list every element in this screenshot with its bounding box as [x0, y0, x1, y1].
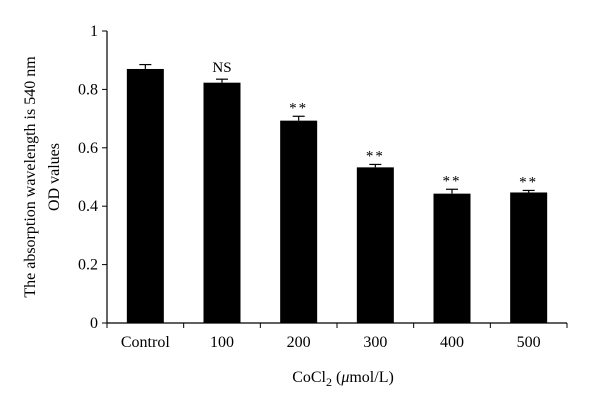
- x-axis-title-prefix: CoCl: [292, 369, 326, 386]
- ns-label: NS: [212, 60, 231, 76]
- bar: [126, 68, 164, 324]
- x-tick-label: 500: [517, 334, 541, 351]
- bar: [433, 193, 471, 323]
- significance-label: **: [443, 173, 462, 189]
- y-tick-label: 0.8: [78, 81, 98, 98]
- y-tick-label: 0: [90, 315, 98, 332]
- significance-label: **: [519, 174, 538, 190]
- x-axis-title-paren: (: [332, 369, 341, 386]
- y-tick-label: 0.6: [78, 140, 98, 157]
- bar: [510, 192, 548, 323]
- x-tick-label: 100: [210, 334, 234, 351]
- x-axis-title-subscript: 2: [326, 375, 332, 389]
- bar: [203, 82, 241, 324]
- y-tick-label: 0.4: [78, 198, 98, 215]
- x-axis-title-unit: mol/L): [349, 369, 393, 386]
- x-axis-title: CoCl2 (μmol/L): [292, 369, 394, 389]
- x-tick-label: Control: [121, 334, 170, 351]
- significance-label: **: [289, 100, 308, 116]
- y-tick-label: 0.2: [78, 257, 98, 274]
- y-axis-title-line1: The absorption wavelength is 540 nm: [22, 56, 39, 298]
- x-tick-label: 300: [363, 334, 387, 351]
- y-tick-label: 1: [90, 23, 98, 40]
- y-axis-title: The absorption wavelength is 540 nm OD v…: [22, 56, 63, 298]
- significance-label: **: [366, 148, 385, 164]
- y-axis-title-line2: OD values: [46, 143, 63, 211]
- plot-area: 0 0.2 0.4 0.6 0.8 1 Control 100 NS 200 ** 300 ** 400 *…: [78, 23, 568, 351]
- x-tick-label: 200: [287, 334, 311, 351]
- x-tick-label: 400: [440, 334, 464, 351]
- x-axis-title-mu: μ: [340, 369, 349, 386]
- bar: [280, 120, 318, 323]
- bar: [356, 167, 394, 323]
